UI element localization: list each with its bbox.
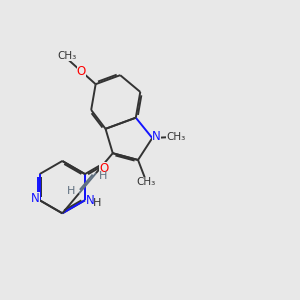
- Text: CH₃: CH₃: [136, 177, 156, 187]
- Text: O: O: [76, 65, 86, 78]
- Text: N: N: [86, 194, 95, 207]
- Text: O: O: [100, 162, 109, 175]
- Text: H: H: [99, 171, 108, 181]
- Text: CH₃: CH₃: [57, 51, 76, 61]
- Text: H: H: [93, 198, 102, 208]
- Text: N: N: [31, 192, 40, 205]
- Text: CH₃: CH₃: [167, 132, 186, 142]
- Text: H: H: [67, 186, 76, 196]
- Text: N: N: [152, 130, 161, 143]
